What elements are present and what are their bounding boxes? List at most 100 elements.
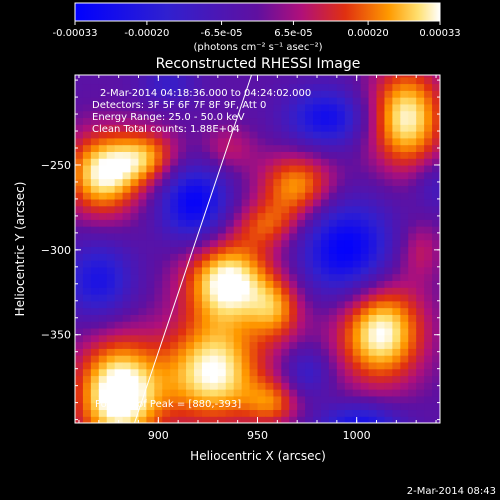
heatmap-cell — [400, 164, 409, 173]
heatmap-cell — [225, 131, 235, 139]
heatmap-cell — [194, 314, 203, 322]
heatmap-cell — [424, 131, 433, 139]
heatmap-cell — [408, 287, 417, 295]
heatmap-cell — [281, 151, 290, 159]
heatmap-cell — [186, 192, 195, 200]
heatmap-cell — [114, 144, 124, 152]
heatmap-cell — [98, 144, 108, 152]
heatmap-cell — [408, 348, 417, 356]
heatmap-cell — [241, 341, 251, 349]
heatmap-cell — [368, 192, 378, 200]
heatmap-cell — [289, 327, 298, 336]
heatmap-cell — [360, 83, 370, 91]
heatmap-cell — [98, 382, 108, 390]
heatmap-cell — [154, 395, 163, 404]
heatmap-cell — [98, 226, 108, 234]
heatmap-cell — [178, 226, 187, 234]
heatmap-cell — [186, 117, 195, 125]
heatmap-cell — [217, 314, 227, 322]
heatmap-cell — [368, 83, 378, 91]
heatmap-cell — [209, 110, 219, 119]
heatmap-cell — [305, 314, 314, 322]
heatmap-cell — [194, 307, 203, 315]
heatmap-cell — [75, 239, 84, 248]
heatmap-cell — [114, 314, 124, 322]
heatmap-cell — [146, 232, 155, 241]
heatmap-cell — [90, 260, 100, 268]
heatmap-cell — [257, 90, 267, 98]
heatmap-cell — [201, 185, 211, 193]
heatmap-cell — [344, 293, 354, 302]
heatmap-cell — [106, 158, 116, 166]
heatmap-cell — [384, 300, 393, 309]
heatmap-cell — [281, 90, 290, 98]
heatmap-cell — [122, 239, 132, 248]
heatmap-cell — [122, 355, 132, 363]
heatmap-cell — [273, 314, 282, 322]
heatmap-cell — [328, 260, 338, 268]
heatmap-cell — [400, 90, 409, 98]
heatmap-cell — [249, 389, 259, 397]
heatmap-cell — [320, 280, 330, 288]
heatmap-cell — [138, 307, 148, 315]
heatmap-cell — [384, 355, 393, 363]
heatmap-cell — [98, 178, 108, 186]
heatmap-cell — [138, 409, 148, 417]
heatmap-cell — [130, 321, 140, 329]
heatmap-cell — [384, 76, 393, 85]
heatmap-cell — [154, 355, 163, 363]
heatmap-cell — [162, 158, 171, 166]
heatmap-cell — [408, 266, 417, 275]
heatmap-cell — [281, 246, 290, 254]
heatmap-cell — [416, 110, 425, 119]
heatmap-cell — [432, 409, 440, 417]
heatmap-cell — [376, 83, 386, 91]
heatmap-cell — [75, 117, 84, 125]
heatmap-cell — [201, 110, 211, 119]
heatmap-cell — [320, 266, 330, 275]
heatmap-cell — [241, 117, 251, 125]
heatmap-cell — [265, 198, 274, 207]
heatmap-cell — [138, 334, 148, 343]
heatmap-cell — [154, 389, 163, 397]
heatmap-cell — [344, 76, 354, 85]
heatmap-cell — [376, 75, 386, 78]
heatmap-cell — [320, 158, 330, 166]
heatmap-cell — [273, 368, 282, 377]
heatmap-cell — [106, 321, 116, 329]
heatmap-cell — [352, 314, 362, 322]
heatmap-cell — [328, 117, 338, 125]
heatmap-cell — [336, 409, 346, 417]
heatmap-cell — [233, 327, 243, 336]
heatmap-cell — [170, 334, 179, 343]
heatmap-cell — [320, 75, 330, 78]
heatmap-cell — [408, 389, 417, 397]
heatmap-cell — [194, 273, 203, 281]
heatmap-cell — [360, 355, 370, 363]
heatmap-cell — [241, 205, 251, 214]
heatmap-cell — [114, 300, 124, 309]
heatmap-cell — [265, 355, 274, 363]
heatmap-cell — [352, 280, 362, 288]
heatmap-cell — [400, 219, 409, 227]
heatmap-cell — [90, 144, 100, 152]
heatmap-cell — [384, 375, 393, 383]
heatmap-cell — [313, 158, 322, 166]
heatmap-cell — [154, 83, 163, 91]
heatmap-cell — [178, 260, 187, 268]
heatmap-cell — [360, 409, 370, 417]
heatmap-cell — [241, 321, 251, 329]
heatmap-cell — [201, 260, 211, 268]
heatmap-cell — [90, 110, 100, 119]
heatmap-cell — [313, 348, 322, 356]
heatmap-cell — [408, 117, 417, 125]
heatmap-cell — [344, 253, 354, 261]
heatmap-cell — [209, 300, 219, 309]
heatmap-cell — [424, 307, 433, 315]
heatmap-cell — [194, 212, 203, 220]
heatmap-cell — [186, 327, 195, 336]
heatmap-cell — [249, 198, 259, 207]
heatmap-cell — [209, 124, 219, 132]
heatmap-cell — [162, 395, 171, 404]
heatmap-cell — [241, 361, 251, 370]
